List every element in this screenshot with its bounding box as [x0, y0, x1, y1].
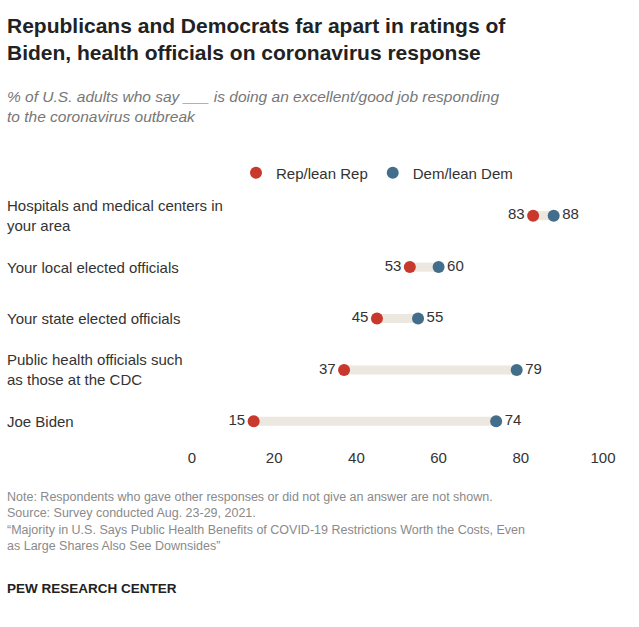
svg-text:88: 88 — [562, 205, 579, 222]
svg-text:83: 83 — [508, 205, 525, 222]
svg-text:79: 79 — [525, 360, 542, 377]
svg-text:Public health officials suchas: Public health officials suchas those at … — [7, 351, 183, 388]
svg-text:Your local elected officials: Your local elected officials — [7, 259, 179, 276]
svg-text:74: 74 — [505, 411, 522, 428]
svg-text:20: 20 — [266, 449, 283, 466]
svg-text:15: 15 — [228, 411, 245, 428]
svg-text:100: 100 — [590, 449, 615, 466]
svg-text:Dem/lean Dem: Dem/lean Dem — [413, 165, 513, 182]
svg-text:37: 37 — [319, 360, 336, 377]
svg-text:55: 55 — [427, 308, 444, 325]
svg-text:0: 0 — [188, 449, 196, 466]
svg-text:% of U.S. adults who say ___ i: % of U.S. adults who say ___ is doing an… — [7, 88, 499, 125]
svg-text:60: 60 — [430, 449, 447, 466]
svg-text:60: 60 — [447, 257, 464, 274]
svg-text:Your state elected officials: Your state elected officials — [7, 310, 180, 327]
svg-text:45: 45 — [352, 308, 369, 325]
svg-text:53: 53 — [385, 257, 402, 274]
svg-text:Hospitals and medical centers: Hospitals and medical centers inyour are… — [7, 197, 223, 234]
svg-text:40: 40 — [348, 449, 365, 466]
svg-text:Rep/lean Rep: Rep/lean Rep — [276, 165, 368, 182]
svg-text:Note: Respondents who gave oth: Note: Respondents who gave other respons… — [7, 490, 525, 553]
svg-text:Joe Biden: Joe Biden — [7, 413, 74, 430]
svg-text:Republicans and Democrats far: Republicans and Democrats far apart in r… — [7, 14, 506, 64]
svg-text:PEW RESEARCH CENTER: PEW RESEARCH CENTER — [7, 581, 177, 596]
svg-text:80: 80 — [512, 449, 529, 466]
